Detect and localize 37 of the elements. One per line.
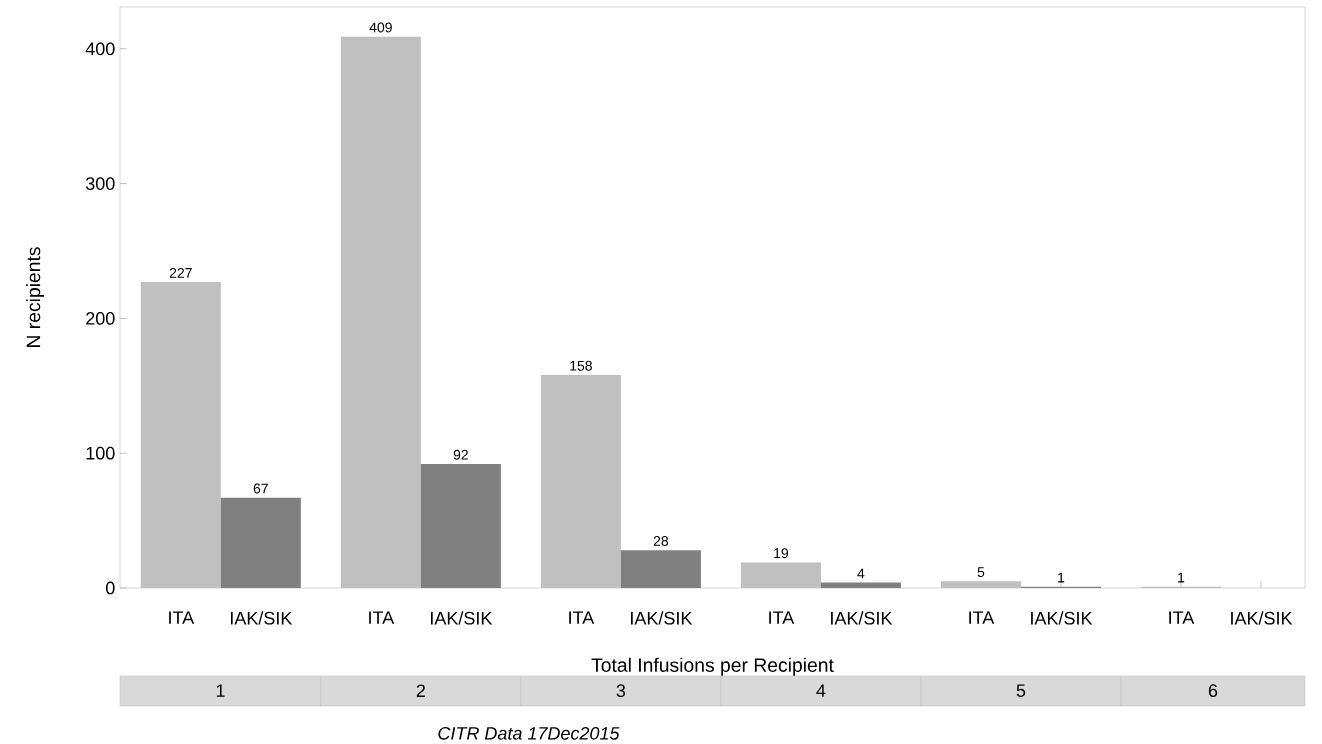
- y-tick-label: 300: [85, 177, 115, 190]
- text: 2: [416, 684, 425, 697]
- x-tick-label: ITA: [569, 611, 595, 624]
- data-label: 409: [369, 22, 392, 33]
- data-label: 28: [653, 536, 669, 546]
- x-tick-label: ITA: [969, 611, 995, 624]
- data-label: 19: [774, 548, 789, 559]
- x-tick-label: IAK/SIK: [431, 611, 493, 625]
- text: 4: [816, 684, 826, 697]
- y-tick-label: 200: [86, 311, 115, 325]
- y-tick-label: 400: [85, 42, 115, 56]
- data-label: 92: [453, 449, 468, 460]
- x-tick-label: ITA: [169, 611, 195, 624]
- x-axis-title: Total Infusions per Recipient: [591, 657, 834, 676]
- data-label: 158: [570, 360, 592, 371]
- text: 1: [216, 684, 225, 697]
- x-tick-label: IAK/SIK: [831, 611, 893, 625]
- data-label: 5: [977, 567, 985, 577]
- data-label: 1: [1058, 572, 1065, 583]
- text: 6: [1208, 684, 1218, 697]
- data-label: 4: [857, 568, 865, 579]
- x-tick-label: ITA: [1169, 611, 1195, 624]
- x-tick-label: IAK/SIK: [1231, 611, 1293, 625]
- y-tick-label: 100: [86, 446, 115, 460]
- x-tick-label: ITA: [369, 611, 395, 624]
- x-tick-label: ITA: [769, 611, 795, 624]
- data-label: 227: [169, 267, 192, 278]
- y-tick-label: 0: [106, 581, 115, 595]
- x-tick-label: IAK/SIK: [1031, 611, 1093, 625]
- data-label: 67: [253, 483, 268, 494]
- data-label: 1: [1178, 572, 1185, 583]
- text: 5: [1016, 684, 1026, 697]
- x-tick-label: IAK/SIK: [631, 611, 693, 625]
- x-tick-label: IAK/SIK: [230, 611, 293, 625]
- text: CITR Data 17Dec2015: [438, 726, 620, 740]
- text: 3: [616, 684, 626, 697]
- y-axis-title: N recipients: [26, 247, 45, 347]
